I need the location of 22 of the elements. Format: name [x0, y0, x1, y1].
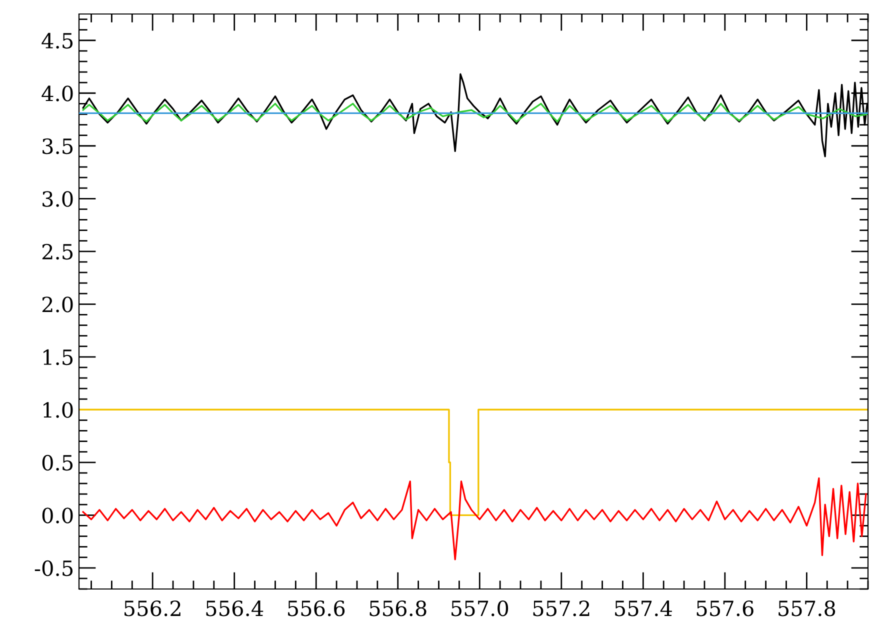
x-tick-label: 557.8	[778, 600, 836, 616]
line-series	[82, 102, 868, 122]
x-tick-label: 556.4	[206, 600, 264, 616]
y-tick-label: 3.0	[42, 191, 73, 207]
y-tick-label: 0.0	[42, 508, 73, 524]
y-tick-label: 0.5	[42, 454, 73, 471]
y-tick-label: 4.0	[42, 86, 73, 102]
y-tick-label: 4.5	[42, 32, 73, 49]
x-tick-label: 557.0	[452, 600, 508, 616]
x-tick-label: 556.2	[124, 600, 180, 616]
x-tick-label: 557.2	[533, 600, 590, 616]
y-tick-label: 1.0	[44, 402, 73, 418]
y-tick-label: 1.5	[44, 349, 73, 366]
y-tick-label: -0.5	[34, 560, 73, 576]
x-tick-label: 556.6	[288, 600, 345, 616]
x-tick-label: 557.4	[615, 600, 672, 616]
y-tick-label: 2.5	[42, 244, 73, 260]
x-tick-label: 557.6	[696, 600, 754, 616]
y-tick-label: 2.0	[42, 296, 73, 312]
y-tick-label: 3.5	[42, 138, 73, 154]
line-series	[82, 477, 867, 560]
x-tick-label: 556.8	[370, 600, 426, 616]
